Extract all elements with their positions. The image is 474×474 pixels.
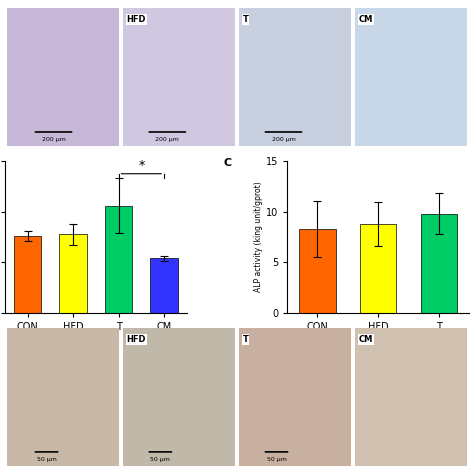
Y-axis label: ALP activity (king unit/gprot): ALP activity (king unit/gprot) xyxy=(254,182,263,292)
Bar xyxy=(105,206,132,313)
Text: HFD: HFD xyxy=(127,335,146,344)
Text: C: C xyxy=(223,158,231,168)
Text: 50 μm: 50 μm xyxy=(266,456,286,462)
Bar xyxy=(150,258,178,313)
FancyBboxPatch shape xyxy=(7,8,118,146)
Text: 200 μm: 200 μm xyxy=(42,137,65,142)
Text: T: T xyxy=(243,15,248,24)
FancyBboxPatch shape xyxy=(356,8,467,146)
FancyBboxPatch shape xyxy=(239,328,351,466)
Bar xyxy=(14,236,41,313)
Text: 50 μm: 50 μm xyxy=(150,456,170,462)
Bar xyxy=(360,224,396,313)
FancyBboxPatch shape xyxy=(7,328,118,466)
Text: HFD: HFD xyxy=(127,15,146,24)
FancyBboxPatch shape xyxy=(123,328,235,466)
Text: T: T xyxy=(243,335,248,344)
Text: CM: CM xyxy=(359,15,373,24)
Bar xyxy=(421,214,457,313)
Text: CM: CM xyxy=(359,335,373,344)
Text: 200 μm: 200 μm xyxy=(155,137,179,142)
FancyBboxPatch shape xyxy=(356,328,467,466)
Text: 200 μm: 200 μm xyxy=(272,137,295,142)
Bar xyxy=(59,235,87,313)
Text: *: * xyxy=(138,159,145,172)
FancyBboxPatch shape xyxy=(123,8,235,146)
FancyBboxPatch shape xyxy=(239,8,351,146)
Text: 50 μm: 50 μm xyxy=(36,456,56,462)
Bar xyxy=(299,229,336,313)
